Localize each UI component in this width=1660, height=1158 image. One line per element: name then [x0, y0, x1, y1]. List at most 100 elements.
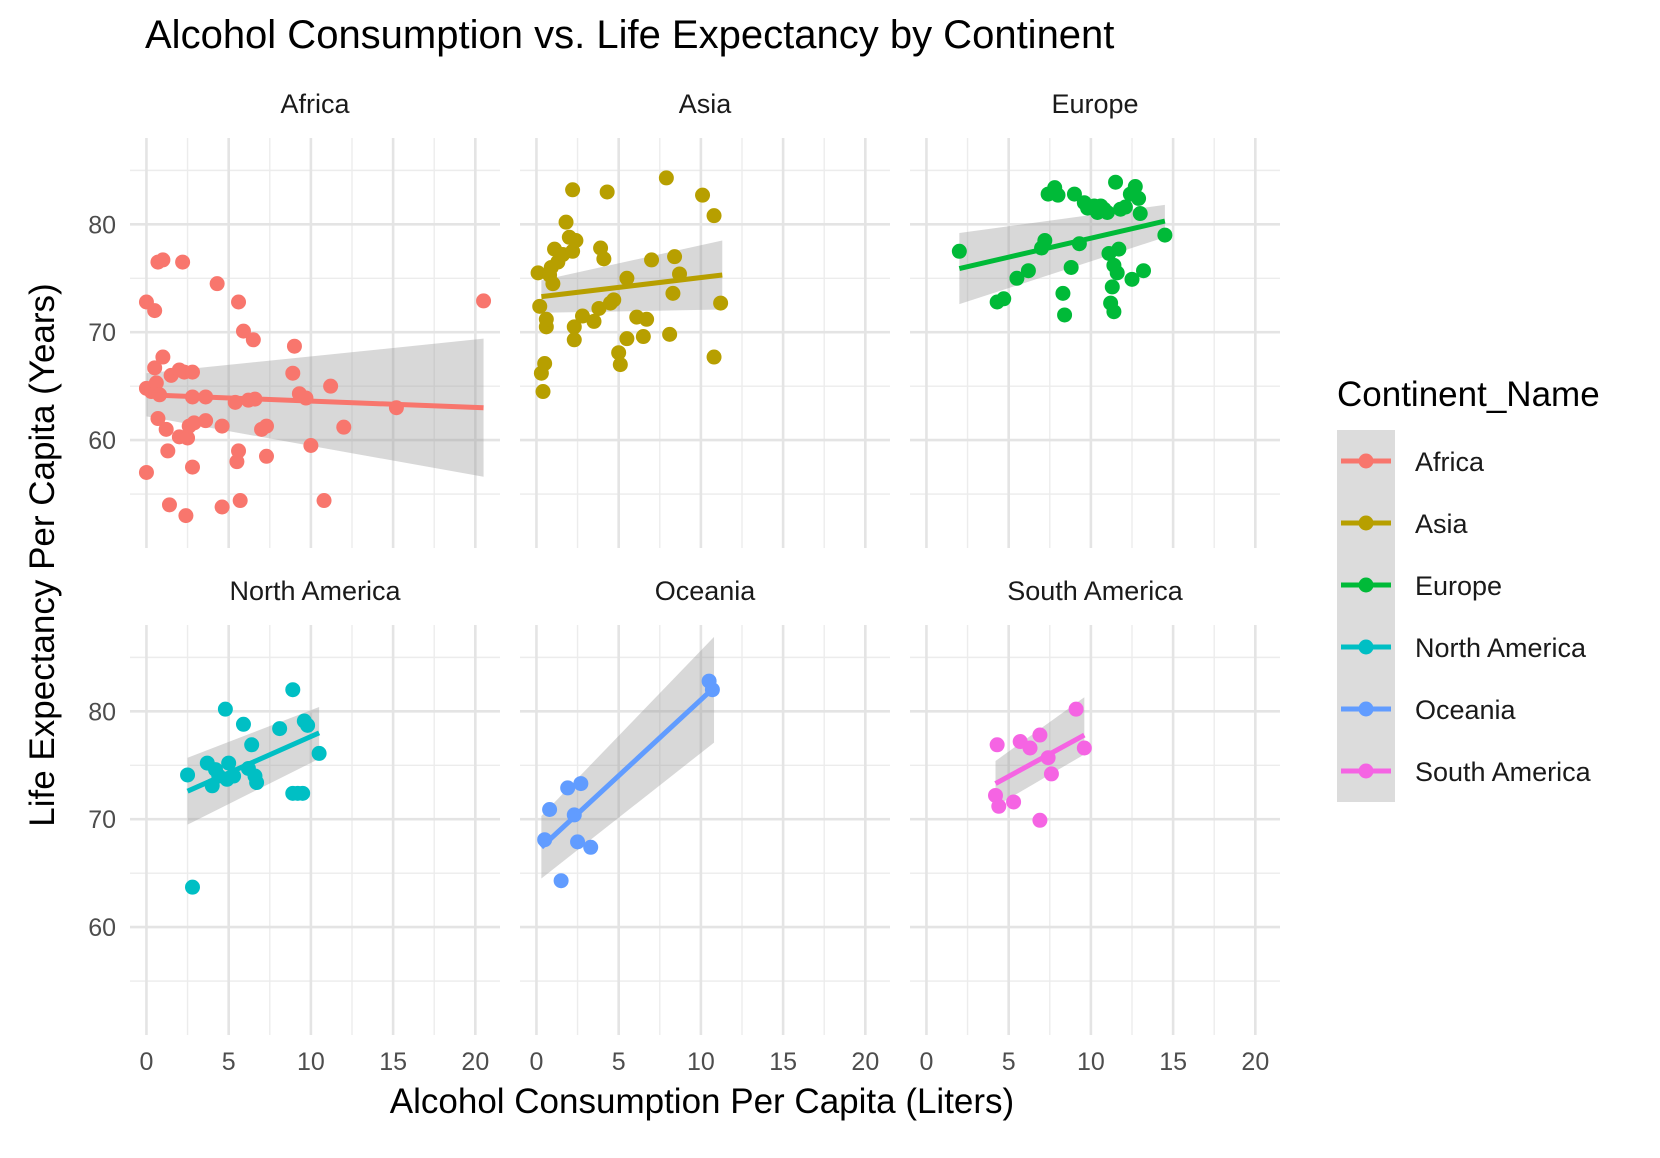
x-tick-label: 0 — [919, 1048, 933, 1076]
data-point-europe — [1117, 199, 1133, 215]
legend-item-north-america: North America — [1341, 633, 1587, 663]
data-point-europe — [1157, 227, 1173, 243]
data-point-asia — [535, 384, 551, 400]
legend-label: Asia — [1415, 509, 1469, 539]
data-point-europe — [1037, 233, 1053, 248]
confidence-band-africa — [146, 338, 484, 477]
x-tick-label: 15 — [769, 1048, 797, 1076]
data-point-asia — [644, 252, 660, 268]
x-tick-label: 0 — [139, 1048, 153, 1076]
data-point-asia — [619, 270, 635, 286]
trend-line-north-america — [186, 730, 321, 794]
data-point-asia — [532, 298, 548, 314]
data-point-asia — [574, 308, 590, 324]
data-point-europe — [1131, 190, 1147, 206]
data-point-europe — [1108, 174, 1124, 190]
strip-label-europe: Europe — [1051, 89, 1138, 119]
data-point-africa — [231, 443, 247, 459]
legend-item-europe: Europe — [1341, 571, 1502, 601]
trend-line-oceania — [539, 685, 716, 850]
data-point-north-america — [244, 737, 260, 753]
data-point-africa — [198, 413, 214, 429]
data-point-europe — [1109, 265, 1125, 281]
data-point-asia — [611, 345, 627, 361]
data-point-oceania — [560, 780, 576, 796]
x-tick-label: 15 — [1159, 1048, 1187, 1076]
data-point-africa — [316, 493, 332, 509]
strip-label-north-america: North America — [229, 576, 401, 606]
data-point-asia — [619, 331, 635, 347]
data-point-north-america — [249, 775, 265, 791]
data-point-south-america — [1032, 812, 1048, 828]
data-point-north-america — [184, 879, 200, 895]
data-point-asia — [558, 214, 574, 230]
grid-asia — [520, 138, 890, 548]
data-point-africa — [323, 378, 339, 394]
trend-line-asia — [541, 272, 723, 300]
grid-europe — [910, 138, 1280, 548]
data-point-europe — [1063, 259, 1079, 275]
data-point-north-america — [300, 717, 316, 733]
legend-key-background — [1337, 430, 1395, 802]
strip-label-asia: Asia — [679, 89, 733, 119]
data-point-africa — [148, 375, 164, 391]
data-point-africa — [285, 365, 301, 381]
data-point-africa — [245, 332, 261, 348]
y-axis-title: Life Expectancy Per Capita (Years) — [23, 283, 62, 826]
trend-line-europe — [958, 218, 1166, 271]
data-point-asia — [530, 265, 546, 281]
trend-line-south-america — [994, 732, 1086, 786]
data-point-oceania — [583, 839, 599, 855]
grid-north-america — [130, 625, 500, 1035]
data-point-asia — [565, 182, 581, 198]
data-point-north-america — [221, 755, 237, 771]
points-europe — [951, 174, 1173, 323]
data-point-africa — [158, 421, 174, 437]
confidence-band-south-america — [995, 697, 1085, 807]
data-point-south-america — [1032, 727, 1048, 743]
trend-line-africa — [146, 392, 484, 411]
grid-south-america — [910, 625, 1280, 1035]
points-africa — [138, 252, 492, 524]
data-point-africa — [184, 364, 200, 380]
data-point-south-america — [1022, 740, 1038, 756]
data-point-africa — [235, 323, 251, 339]
data-point-europe — [1124, 271, 1140, 287]
data-point-asia — [538, 311, 554, 327]
data-point-north-america — [272, 721, 288, 737]
data-point-europe — [1136, 263, 1152, 279]
data-point-oceania — [570, 834, 586, 850]
points-south-america — [988, 701, 1092, 828]
data-point-europe — [1057, 307, 1073, 323]
confidence-band-oceania — [541, 636, 715, 879]
legend-swatch-point — [1358, 639, 1374, 655]
data-point-oceania — [553, 873, 569, 889]
data-point-asia — [568, 233, 584, 248]
y-tick-label: 70 — [88, 319, 116, 347]
data-point-europe — [1132, 206, 1148, 222]
facet-panels: Africa 60 70 80 Asia Europe North America 60 70 8… — [88, 89, 1280, 1076]
data-point-asia — [537, 356, 553, 371]
data-point-africa — [336, 419, 352, 435]
panel-europe: Europe — [910, 89, 1280, 548]
data-point-africa — [214, 499, 230, 515]
data-point-asia — [566, 332, 582, 348]
data-point-south-america — [991, 798, 1007, 814]
data-point-asia — [706, 208, 722, 224]
data-point-asia — [639, 311, 655, 327]
legend-swatch-point — [1358, 515, 1374, 531]
x-tick-label: 20 — [851, 1048, 879, 1076]
data-point-europe — [1055, 285, 1071, 301]
strip-label-africa: Africa — [280, 89, 350, 119]
legend: Continent_Name Africa Asia Europe North Ame… — [1337, 375, 1600, 802]
panel-oceania: Oceania 0 5 10 15 20 — [520, 576, 890, 1076]
data-point-asia — [591, 300, 607, 316]
data-point-asia — [665, 285, 681, 301]
x-tick-label: 5 — [612, 1048, 626, 1076]
data-point-south-america — [1076, 740, 1092, 756]
data-point-north-america — [295, 785, 311, 801]
data-point-europe — [1050, 187, 1066, 203]
data-point-africa — [160, 443, 176, 459]
